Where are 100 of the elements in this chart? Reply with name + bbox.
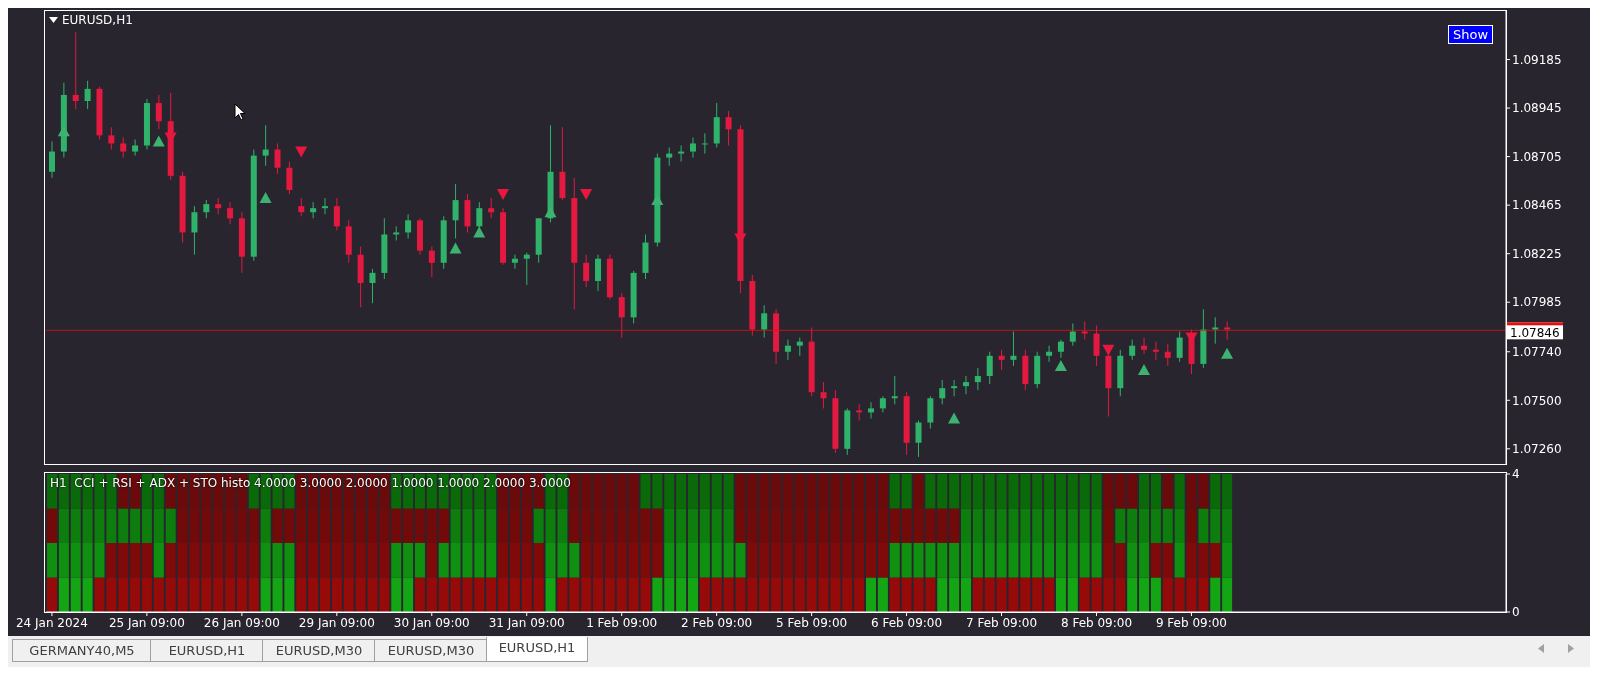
bar bbox=[438, 577, 449, 612]
candlestick bbox=[369, 268, 376, 304]
bar bbox=[331, 577, 342, 612]
candlestick bbox=[333, 197, 340, 231]
bar bbox=[1162, 543, 1173, 578]
bar bbox=[1067, 508, 1078, 543]
bar bbox=[1032, 543, 1043, 578]
bar bbox=[1079, 577, 1090, 612]
bar bbox=[652, 577, 663, 612]
bar bbox=[82, 577, 93, 612]
bar bbox=[972, 474, 983, 509]
bar bbox=[676, 474, 687, 509]
candlestick bbox=[49, 140, 55, 179]
bar bbox=[320, 577, 331, 612]
text: GERMANY40,M5 bbox=[12, 639, 152, 662]
point bbox=[259, 192, 272, 204]
bar bbox=[486, 577, 497, 612]
bar bbox=[498, 543, 509, 578]
bar bbox=[426, 508, 437, 543]
candlestick bbox=[1224, 320, 1231, 341]
bar bbox=[1127, 577, 1138, 612]
bar bbox=[1174, 543, 1185, 578]
bar bbox=[165, 577, 176, 612]
bar bbox=[391, 508, 402, 543]
candlestick bbox=[666, 147, 673, 167]
bar bbox=[664, 508, 675, 543]
bar bbox=[759, 543, 770, 578]
bar bbox=[723, 474, 734, 509]
bar bbox=[1127, 474, 1138, 509]
bar bbox=[225, 543, 236, 578]
candlestick bbox=[1141, 337, 1148, 355]
bar bbox=[1091, 474, 1102, 509]
bar bbox=[711, 577, 722, 612]
bar bbox=[1174, 474, 1185, 509]
candlestick bbox=[298, 197, 305, 217]
candlestick bbox=[1212, 316, 1219, 345]
candlestick bbox=[286, 161, 293, 195]
bar bbox=[925, 474, 936, 509]
bar bbox=[972, 543, 983, 578]
bar bbox=[521, 577, 532, 612]
bar bbox=[1067, 543, 1078, 578]
bar bbox=[130, 508, 141, 543]
bar bbox=[1174, 508, 1185, 543]
bar bbox=[474, 508, 485, 543]
bar bbox=[842, 577, 853, 612]
point bbox=[948, 412, 961, 424]
point bbox=[496, 189, 509, 201]
bar bbox=[58, 543, 69, 578]
bar bbox=[1115, 474, 1126, 509]
bar bbox=[426, 577, 437, 612]
bar bbox=[438, 508, 449, 543]
candlestick bbox=[761, 304, 768, 339]
bar bbox=[866, 577, 877, 612]
candlestick bbox=[986, 351, 993, 385]
candlestick bbox=[868, 401, 875, 419]
bar bbox=[1222, 577, 1233, 612]
candlestick bbox=[203, 199, 210, 219]
bar bbox=[984, 577, 995, 612]
candlestick bbox=[1093, 324, 1100, 367]
bar bbox=[47, 543, 57, 578]
bar bbox=[794, 543, 805, 578]
bar bbox=[1115, 543, 1126, 578]
candlestick bbox=[227, 201, 234, 225]
bar bbox=[1044, 474, 1055, 509]
bar bbox=[165, 543, 176, 578]
bar bbox=[877, 577, 888, 612]
point bbox=[473, 226, 486, 238]
bar bbox=[509, 543, 520, 578]
bar bbox=[1139, 508, 1150, 543]
x-tick-label: 8 Feb 09:00 bbox=[1060, 615, 1133, 630]
bar bbox=[1174, 577, 1185, 612]
bar bbox=[1020, 543, 1031, 578]
bar bbox=[118, 577, 129, 612]
candlestick bbox=[595, 254, 602, 292]
bar bbox=[960, 577, 971, 612]
bar bbox=[616, 543, 627, 578]
candlestick bbox=[725, 110, 732, 146]
bar bbox=[1055, 543, 1066, 578]
bar bbox=[759, 577, 770, 612]
bar bbox=[331, 543, 342, 578]
candlestick bbox=[915, 420, 922, 458]
y-tick-label: 1.08705 bbox=[1512, 149, 1562, 164]
bar bbox=[1127, 543, 1138, 578]
candlestick bbox=[322, 197, 329, 215]
bar bbox=[141, 577, 152, 612]
bar bbox=[1139, 474, 1150, 509]
y-tick-label: 0 bbox=[1512, 605, 1520, 620]
candlestick bbox=[820, 381, 827, 409]
bar bbox=[1127, 508, 1138, 543]
bar bbox=[1020, 508, 1031, 543]
candlestick bbox=[72, 31, 79, 110]
bar bbox=[747, 543, 758, 578]
bar bbox=[1115, 508, 1126, 543]
bar bbox=[1055, 474, 1066, 509]
bar bbox=[391, 543, 402, 578]
bar bbox=[474, 577, 485, 612]
point bbox=[295, 146, 308, 158]
bar bbox=[652, 474, 663, 509]
bar bbox=[557, 577, 568, 612]
candlestick bbox=[1152, 341, 1159, 361]
